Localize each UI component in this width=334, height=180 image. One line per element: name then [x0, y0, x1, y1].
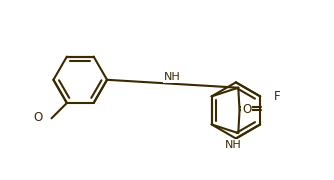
Text: NH: NH	[164, 72, 181, 82]
Text: F: F	[274, 90, 281, 103]
Text: O: O	[33, 111, 42, 123]
Text: O: O	[242, 103, 252, 116]
Text: NH: NH	[225, 140, 241, 150]
